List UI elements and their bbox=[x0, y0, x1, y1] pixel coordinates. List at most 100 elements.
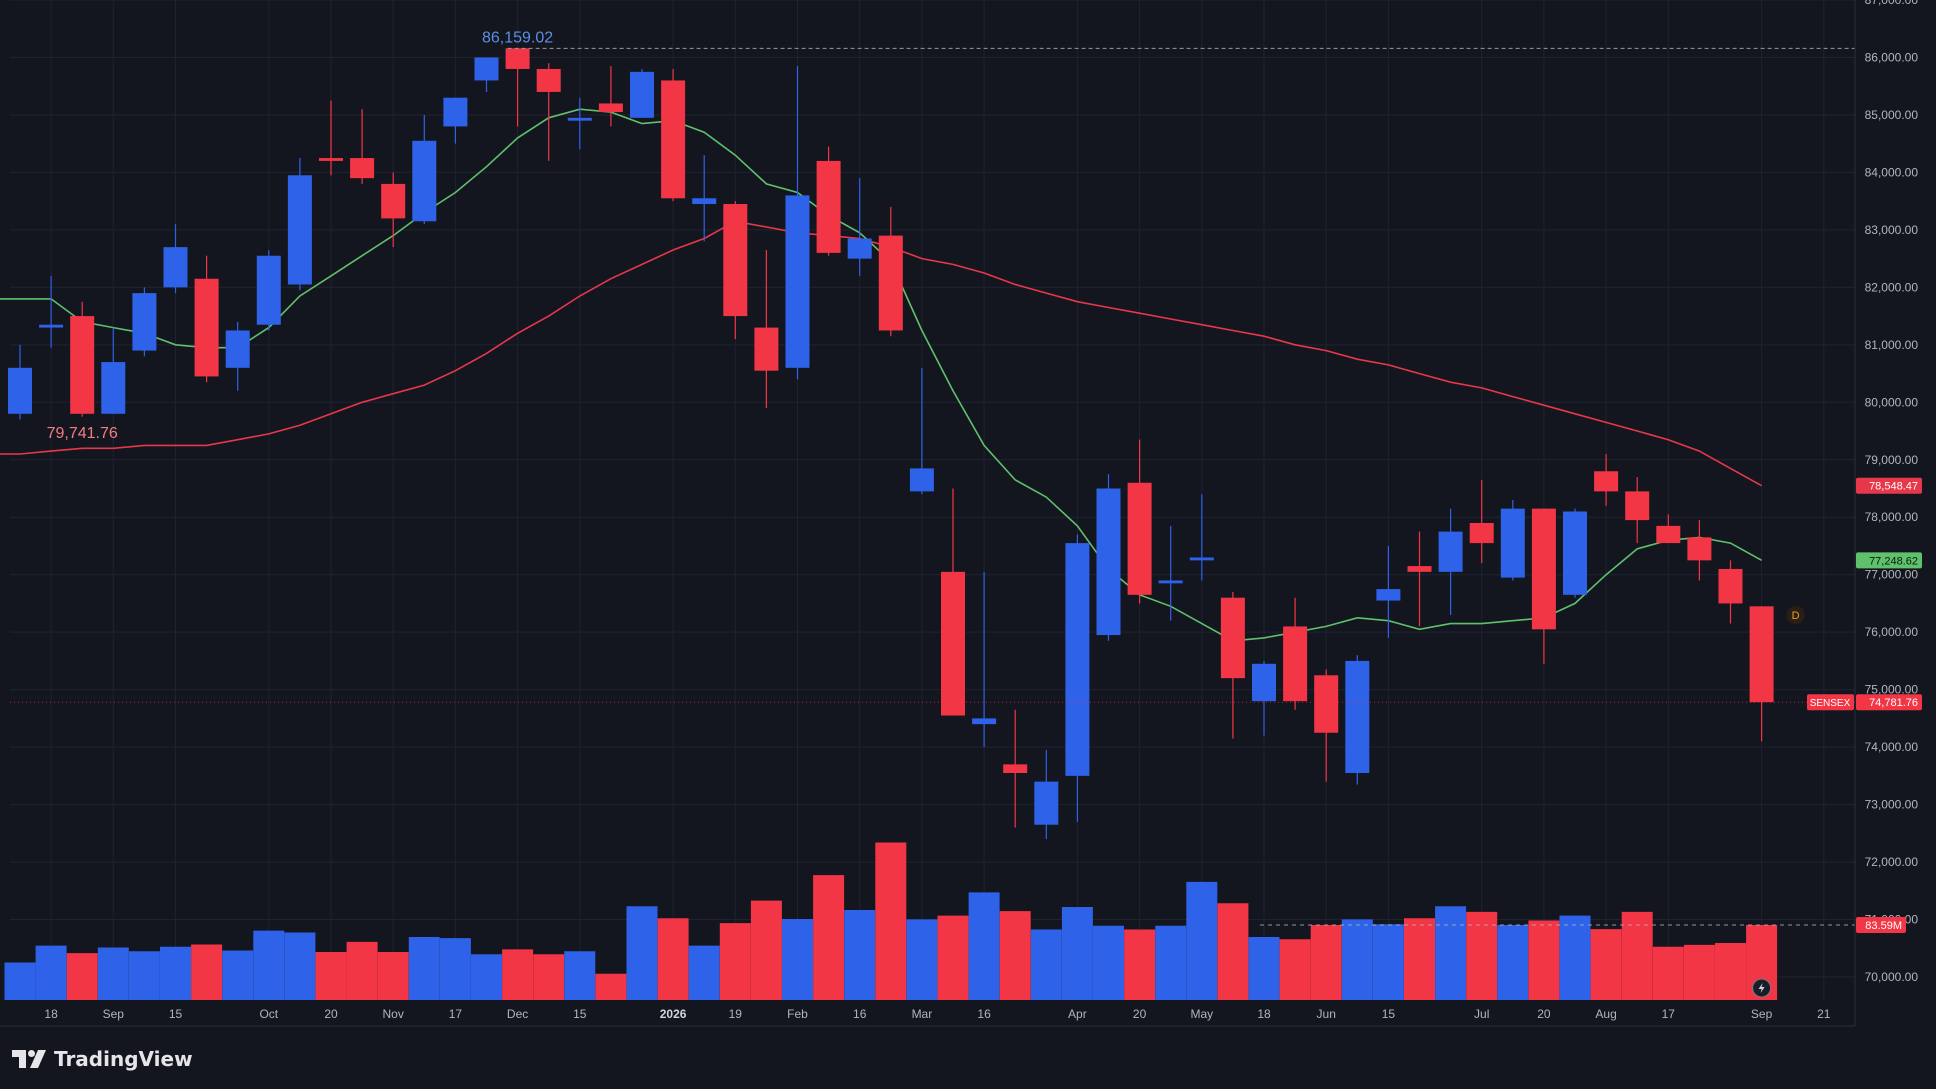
volume-bar bbox=[471, 954, 502, 1000]
volume-bar bbox=[1061, 907, 1093, 1000]
candle-body bbox=[692, 198, 717, 205]
candle bbox=[878, 206, 903, 337]
candle bbox=[474, 57, 499, 92]
volume-bar bbox=[595, 973, 627, 1000]
x-tick-label: 20 bbox=[1537, 1007, 1551, 1021]
interval-badge-bg bbox=[1786, 605, 1805, 624]
x-tick-label: 20 bbox=[1133, 1007, 1147, 1021]
candle-body bbox=[661, 80, 686, 199]
candle-body bbox=[225, 330, 250, 368]
y-tick-label: 70,000.00 bbox=[1865, 970, 1919, 984]
x-tick-label: Oct bbox=[259, 1007, 278, 1021]
volume-bar bbox=[1310, 925, 1342, 1000]
candle bbox=[941, 488, 965, 716]
candle-body bbox=[630, 71, 654, 118]
candle bbox=[1656, 514, 1681, 544]
candle-body bbox=[1625, 491, 1650, 521]
candle bbox=[1625, 477, 1650, 544]
ma-fast-price-label-bg bbox=[1856, 552, 1922, 569]
candle-body bbox=[1687, 537, 1712, 561]
candle-body bbox=[1376, 589, 1401, 601]
volume-bar bbox=[1404, 918, 1435, 1000]
annotations: 86,159.02 79,741.76 D bbox=[10, 29, 1855, 998]
candle bbox=[630, 68, 654, 118]
volume-bar bbox=[1341, 919, 1373, 1000]
volume-bar bbox=[1248, 937, 1280, 1000]
candle bbox=[256, 250, 281, 331]
candle-body bbox=[39, 324, 64, 328]
candle bbox=[816, 146, 841, 256]
candle-body bbox=[194, 278, 219, 377]
volume-bar bbox=[1590, 929, 1622, 1000]
candle bbox=[847, 178, 872, 276]
x-tick-label: Jun bbox=[1317, 1007, 1336, 1021]
candle bbox=[194, 255, 219, 383]
ma-fast-line bbox=[0, 108, 1762, 642]
candle-body bbox=[1345, 660, 1370, 773]
last-price-label: 74,781.76 bbox=[1869, 697, 1918, 709]
tradingview-logo[interactable]: TradingView bbox=[12, 1046, 193, 1072]
candle-body bbox=[785, 195, 810, 368]
candle bbox=[505, 48, 530, 127]
volume-bar bbox=[4, 962, 36, 1000]
y-tick-label: 74,000.00 bbox=[1865, 740, 1919, 754]
y-tick-label: 87,000.00 bbox=[1865, 0, 1919, 7]
candle-body bbox=[350, 158, 375, 179]
volume-bar bbox=[284, 932, 316, 1000]
candle-body bbox=[972, 718, 997, 725]
volume-bar bbox=[626, 906, 658, 1000]
volume-bar bbox=[844, 910, 876, 1000]
candle bbox=[661, 68, 686, 202]
volume-bar bbox=[1217, 903, 1249, 1000]
candle-body bbox=[1252, 663, 1276, 702]
candle-body bbox=[1500, 508, 1525, 578]
candle-body bbox=[1220, 597, 1245, 679]
candle bbox=[132, 287, 157, 357]
candle bbox=[692, 155, 717, 242]
flash-glyph bbox=[1758, 983, 1765, 993]
volume-bar bbox=[1466, 911, 1498, 1000]
candle-body bbox=[1158, 580, 1183, 584]
volume-bar bbox=[346, 941, 378, 1000]
candle bbox=[1127, 439, 1152, 604]
x-tick-label: 15 bbox=[573, 1007, 587, 1021]
moving-averages bbox=[0, 108, 1762, 642]
candle bbox=[1003, 709, 1028, 828]
candle bbox=[381, 172, 406, 248]
candle-body bbox=[1718, 568, 1743, 604]
candle-body bbox=[1189, 557, 1214, 561]
candle bbox=[70, 301, 95, 417]
ma-slow-line bbox=[0, 220, 1762, 487]
volume-bar bbox=[1528, 920, 1560, 1000]
ma-slow-price-label-bg bbox=[1856, 477, 1922, 494]
y-tick-label: 83,000.00 bbox=[1865, 223, 1919, 237]
footer-background bbox=[0, 1027, 1936, 1089]
candle-body bbox=[101, 362, 126, 414]
volume-bar bbox=[813, 875, 845, 1000]
candle-body bbox=[474, 57, 499, 81]
candle-body bbox=[816, 160, 841, 253]
volume-bar bbox=[875, 842, 907, 1000]
candle bbox=[1718, 560, 1743, 624]
candle-body bbox=[132, 293, 157, 351]
x-tick-label: 15 bbox=[1382, 1007, 1396, 1021]
high-price-label: 86,159.02 bbox=[482, 29, 553, 46]
volume-bar bbox=[128, 951, 160, 1000]
candle bbox=[1034, 750, 1059, 840]
y-tick-label: 78,000.00 bbox=[1865, 510, 1919, 524]
y-tick-label: 84,000.00 bbox=[1865, 165, 1919, 179]
x-tick-label: 16 bbox=[853, 1007, 867, 1021]
x-tick-label: Feb bbox=[787, 1007, 808, 1021]
candle-body bbox=[847, 238, 872, 259]
candle bbox=[287, 158, 312, 291]
x-tick-label: 19 bbox=[729, 1007, 743, 1021]
candle bbox=[567, 97, 592, 150]
candle-body bbox=[1283, 626, 1308, 702]
candle-body bbox=[1034, 781, 1059, 825]
candle-body bbox=[941, 571, 965, 716]
volume-bar bbox=[66, 953, 98, 1000]
volume-bar bbox=[1186, 881, 1218, 1000]
volume-bar bbox=[782, 919, 813, 1000]
